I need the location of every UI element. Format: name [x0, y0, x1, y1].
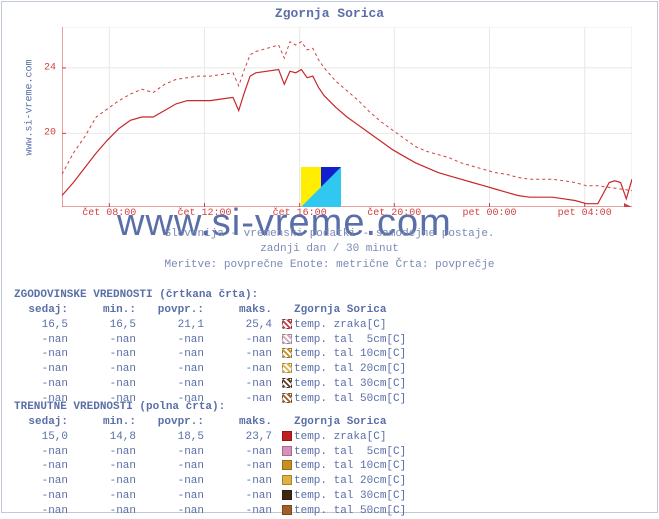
x-tick-label: pet 00:00 [462, 208, 516, 219]
table-row: -nan-nan-nan-nantemp. tal 20cm[C] [14, 362, 406, 377]
table-row: -nan-nan-nan-nantemp. tal 30cm[C] [14, 489, 406, 504]
subtitle-line-3: Meritve: povprečne Enote: metrične Črta:… [2, 258, 657, 273]
y-tick-label: 24 [44, 62, 56, 73]
legend-label: temp. tal 30cm[C] [294, 490, 406, 502]
legend-label: temp. tal 30cm[C] [294, 378, 406, 390]
logo-mark [301, 167, 341, 207]
section-header: ZGODOVINSKE VREDNOSTI (črtkana črta): [14, 288, 406, 303]
table-row: -nan-nan-nan-nantemp. tal 30cm[C] [14, 377, 406, 392]
line-chart [62, 27, 632, 207]
legend-swatch [282, 431, 292, 441]
table-row: 15,014,818,523,7temp. zraka[C] [14, 430, 406, 445]
table-row: -nan-nan-nan-nantemp. tal 50cm[C] [14, 504, 406, 519]
location-header: Zgornja Sorica [294, 416, 386, 428]
current-values-section: TRENUTNE VREDNOSTI (polna črta):sedaj:mi… [14, 400, 406, 519]
legend-label: temp. zraka[C] [294, 319, 386, 331]
y-tick-label: 20 [44, 128, 56, 139]
subtitle-block: Slovenija - vremenski podatki - samodejn… [2, 227, 657, 273]
table-row: -nan-nan-nan-nantemp. tal 20cm[C] [14, 474, 406, 489]
legend-swatch [282, 378, 292, 388]
legend-swatch [282, 446, 292, 456]
subtitle-line-2: zadnji dan / 30 minut [2, 242, 657, 257]
legend-swatch [282, 490, 292, 500]
table-row: -nan-nan-nan-nantemp. tal 10cm[C] [14, 459, 406, 474]
legend-label: temp. tal 5cm[C] [294, 334, 406, 346]
legend-label: temp. tal 50cm[C] [294, 505, 406, 517]
legend-label: temp. tal 10cm[C] [294, 460, 406, 472]
chart-card: www.si-vreme.com Zgornja Sorica 2024 čet… [1, 1, 658, 513]
legend-swatch [282, 319, 292, 329]
table-header-row: sedaj:min.:povpr.:maks.Zgornja Sorica [14, 415, 406, 430]
table-row: -nan-nan-nan-nantemp. tal 5cm[C] [14, 333, 406, 348]
chart-title: Zgornja Sorica [2, 2, 657, 21]
legend-label: temp. tal 5cm[C] [294, 446, 406, 458]
y-axis-labels: 2024 [32, 27, 60, 207]
legend-label: temp. zraka[C] [294, 431, 386, 443]
legend-label: temp. tal 20cm[C] [294, 475, 406, 487]
historic-values-section: ZGODOVINSKE VREDNOSTI (črtkana črta):sed… [14, 288, 406, 407]
table-header-row: sedaj:min.:povpr.:maks.Zgornja Sorica [14, 303, 406, 318]
location-header: Zgornja Sorica [294, 304, 386, 316]
legend-swatch [282, 348, 292, 358]
legend-swatch [282, 475, 292, 485]
legend-label: temp. tal 10cm[C] [294, 348, 406, 360]
legend-swatch [282, 363, 292, 373]
table-row: -nan-nan-nan-nantemp. tal 5cm[C] [14, 445, 406, 460]
legend-swatch [282, 334, 292, 344]
section-header: TRENUTNE VREDNOSTI (polna črta): [14, 400, 406, 415]
table-row: 16,516,521,125,4temp. zraka[C] [14, 318, 406, 333]
legend-swatch [282, 460, 292, 470]
x-tick-label: pet 04:00 [558, 208, 612, 219]
table-row: -nan-nan-nan-nantemp. tal 10cm[C] [14, 347, 406, 362]
subtitle-line-1: Slovenija - vremenski podatki - samodejn… [2, 227, 657, 242]
legend-label: temp. tal 20cm[C] [294, 363, 406, 375]
